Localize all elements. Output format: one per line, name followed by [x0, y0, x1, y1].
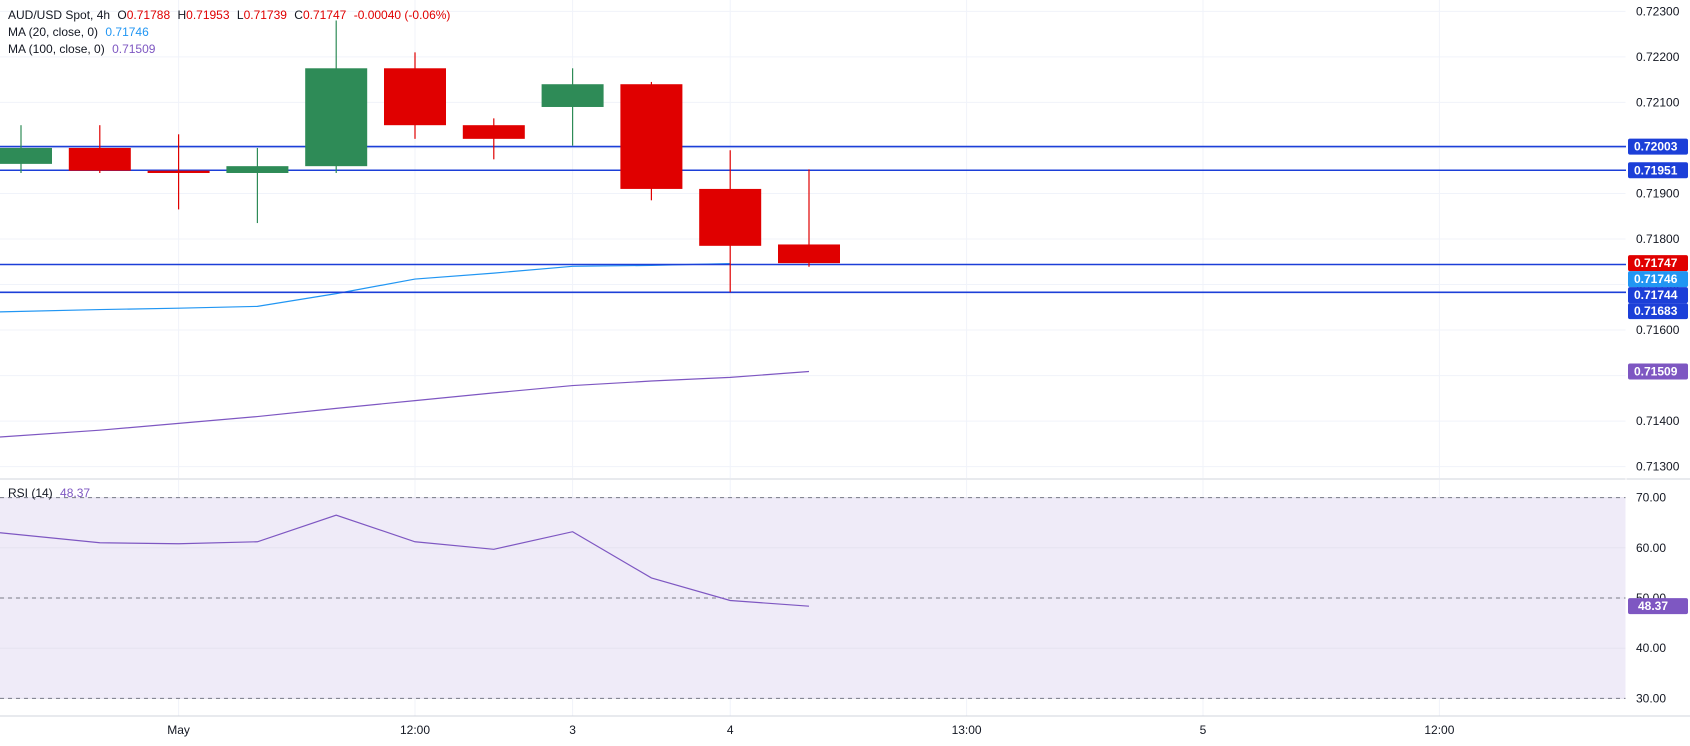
legend-symbol[interactable]: AUD/USD Spot, 4h — [8, 8, 111, 22]
rsi-tick-label: 30.00 — [1636, 691, 1666, 705]
high-value: 0.71953 — [186, 8, 230, 22]
price-label-text: 0.71951 — [1634, 163, 1678, 177]
open-label: O — [117, 8, 127, 22]
rsi-line[interactable] — [0, 514, 810, 607]
ma20-value: 0.71746 — [105, 25, 149, 39]
high-label: H — [177, 8, 187, 22]
rsi-value-box — [1628, 598, 1688, 615]
ma20-label: MA (20, close, 0) — [8, 25, 99, 39]
price-label-box — [1628, 162, 1688, 179]
time-tick-label: 3 — [569, 723, 576, 737]
price-label-text: 0.72003 — [1634, 140, 1678, 154]
candle-bearish[interactable] — [778, 244, 840, 264]
price-label-box — [1628, 363, 1688, 380]
price-tick-label: 0.72100 — [1636, 95, 1680, 109]
candle-bullish[interactable] — [541, 84, 604, 107]
price-tick-label: 0.72300 — [1636, 4, 1680, 18]
rsi-tick-label: 40.00 — [1636, 641, 1666, 655]
price-tick-label: 0.71300 — [1636, 460, 1680, 474]
rsi-value-text: 48.37 — [1638, 599, 1668, 613]
candle-bearish[interactable] — [462, 125, 525, 139]
ma100-label: MA (100, close, 0) — [8, 42, 105, 56]
legend-rsi[interactable]: RSI (14) 48.37 — [8, 486, 94, 500]
time-tick-label: May — [167, 723, 190, 737]
price-label-text: 0.71744 — [1634, 288, 1678, 302]
open-value: 0.71788 — [126, 8, 171, 22]
rsi-label: RSI (14) — [8, 486, 53, 500]
candle-bearish[interactable] — [384, 68, 446, 126]
time-tick-label: 12:00 — [400, 723, 430, 737]
legend-low: L0.71739 — [237, 8, 287, 22]
price-label-box — [1628, 303, 1688, 320]
candle-bullish[interactable] — [226, 166, 289, 173]
legend-ma100[interactable]: MA (100, close, 0) 0.71509 — [8, 42, 159, 56]
time-tick-label: 13:00 — [952, 723, 982, 737]
candle-bearish[interactable] — [699, 188, 762, 246]
price-label-text: 0.71683 — [1634, 304, 1678, 318]
rsi-tick-label: 70.00 — [1636, 491, 1666, 505]
time-tick-label: 12:00 — [1424, 723, 1454, 737]
price-tick-label: 0.71400 — [1636, 414, 1680, 428]
rsi-value: 48.37 — [60, 486, 91, 500]
price-label-box — [1628, 255, 1688, 272]
low-label: L — [236, 8, 244, 22]
price-tick-label: 0.71900 — [1636, 186, 1680, 200]
price-label-text: 0.71747 — [1634, 256, 1678, 270]
price-tick-label: 0.72200 — [1636, 50, 1680, 64]
candle-bearish[interactable] — [68, 147, 131, 171]
price-tick-label: 0.71800 — [1636, 232, 1680, 246]
close-label: C — [294, 8, 303, 22]
price-label-box — [1628, 138, 1688, 155]
ma100-line[interactable] — [0, 370, 810, 438]
close-value: 0.71747 — [302, 8, 347, 22]
candle-bearish[interactable] — [147, 170, 210, 173]
legend-high: H0.71953 — [177, 8, 229, 22]
legend-change: -0.00040 (-0.06%) — [353, 8, 451, 22]
candle-bearish[interactable] — [620, 84, 683, 189]
price-tick-label: 0.71600 — [1636, 323, 1680, 337]
price-label-text: 0.71509 — [1634, 364, 1678, 378]
price-label-text: 0.71746 — [1634, 272, 1678, 286]
time-tick-label: 5 — [1200, 723, 1207, 737]
legend-close: C0.71747 — [294, 8, 346, 22]
candle-bullish[interactable] — [0, 147, 52, 164]
price-label-box — [1628, 287, 1688, 304]
ma100-value: 0.71509 — [112, 42, 156, 56]
low-value: 0.71739 — [243, 8, 287, 22]
legend-ohlc: AUD/USD Spot, 4h O0.71788 H0.71953 L0.71… — [8, 8, 454, 22]
legend-ma20[interactable]: MA (20, close, 0) 0.71746 — [8, 25, 153, 39]
legend-open: O0.71788 — [117, 8, 170, 22]
rsi-tick-label: 60.00 — [1636, 541, 1666, 555]
price-label-box — [1628, 271, 1688, 288]
ma20-line[interactable] — [0, 262, 731, 313]
time-tick-label: 4 — [727, 723, 734, 737]
candle-bullish[interactable] — [305, 68, 368, 167]
